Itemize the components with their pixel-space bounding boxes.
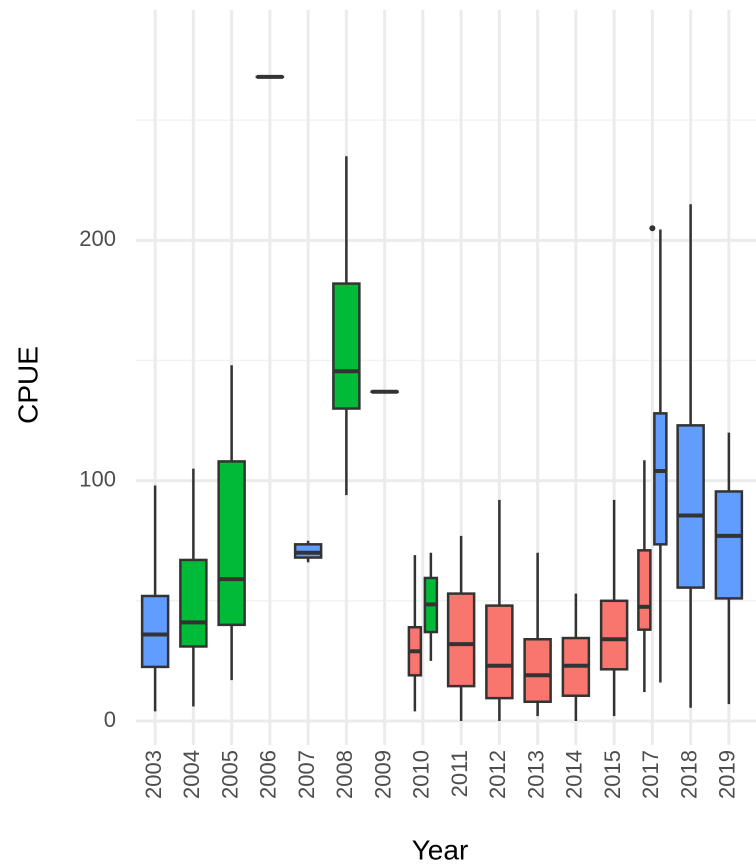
y-tick-label: 0 bbox=[104, 707, 116, 732]
box bbox=[653, 412, 668, 546]
box bbox=[599, 599, 629, 671]
x-tick-label: 2005 bbox=[217, 750, 242, 799]
x-tick-label: 2011 bbox=[447, 750, 472, 797]
x-tick-label: 2010 bbox=[409, 750, 434, 799]
box bbox=[446, 592, 476, 688]
x-tick-label: 2014 bbox=[562, 750, 587, 799]
x-tick-label: 2007 bbox=[294, 750, 319, 799]
x-tick-label: 2009 bbox=[370, 750, 395, 799]
x-tick-label: 2015 bbox=[600, 750, 625, 799]
x-tick-label: 2019 bbox=[715, 750, 740, 799]
x-tick-label: 2008 bbox=[332, 750, 357, 799]
box bbox=[332, 282, 361, 410]
y-tick-label: 100 bbox=[79, 466, 116, 491]
x-tick-label: 2004 bbox=[179, 750, 204, 799]
box bbox=[676, 424, 705, 589]
box bbox=[714, 490, 744, 600]
box bbox=[179, 558, 208, 648]
box bbox=[637, 549, 652, 631]
box bbox=[485, 604, 514, 700]
x-tick-label: 2006 bbox=[256, 750, 281, 799]
x-tick-label: 2013 bbox=[523, 750, 548, 799]
y-tick-label: 200 bbox=[79, 226, 116, 251]
box bbox=[140, 594, 170, 669]
x-axis-title: Year bbox=[412, 834, 469, 865]
x-tick-label: 2017 bbox=[638, 750, 663, 799]
outlier bbox=[649, 225, 656, 232]
x-tick-label: 2012 bbox=[485, 750, 510, 799]
x-tick-label: 2003 bbox=[141, 750, 166, 799]
x-tick-label: 2018 bbox=[676, 750, 701, 799]
box bbox=[523, 638, 552, 703]
y-axis-title: CPUE bbox=[12, 346, 43, 424]
box bbox=[217, 460, 246, 627]
